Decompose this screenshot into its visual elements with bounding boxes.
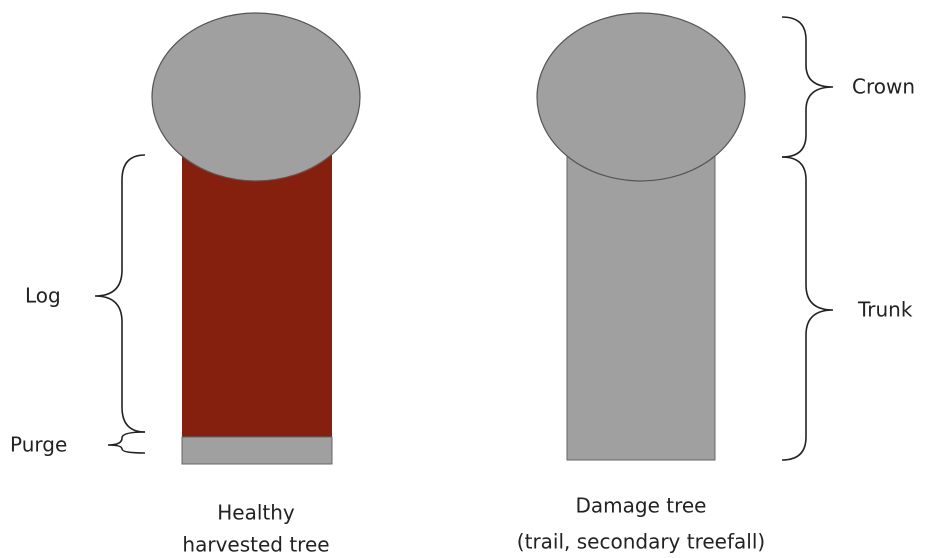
page: Log Purge Crown Trunk Healthy harvested … <box>0 0 931 558</box>
label: Crown <box>852 75 915 99</box>
label: Purge <box>10 433 67 457</box>
caption: harvested tree <box>182 533 329 557</box>
crown <box>537 13 745 181</box>
trunk <box>567 155 715 460</box>
label: Trunk <box>857 298 913 322</box>
caption: (trail, secondary treefall) <box>517 530 765 554</box>
caption: Damage tree <box>576 494 707 518</box>
caption: Healthy <box>217 501 295 525</box>
brace <box>108 432 145 453</box>
purge-section <box>182 437 332 464</box>
brace <box>782 157 833 460</box>
diagram: Log Purge Crown Trunk Healthy harvested … <box>0 0 931 558</box>
crown <box>152 13 360 181</box>
log-section <box>182 155 332 437</box>
brace <box>95 155 145 432</box>
brace <box>782 17 833 157</box>
label: Log <box>25 284 61 308</box>
